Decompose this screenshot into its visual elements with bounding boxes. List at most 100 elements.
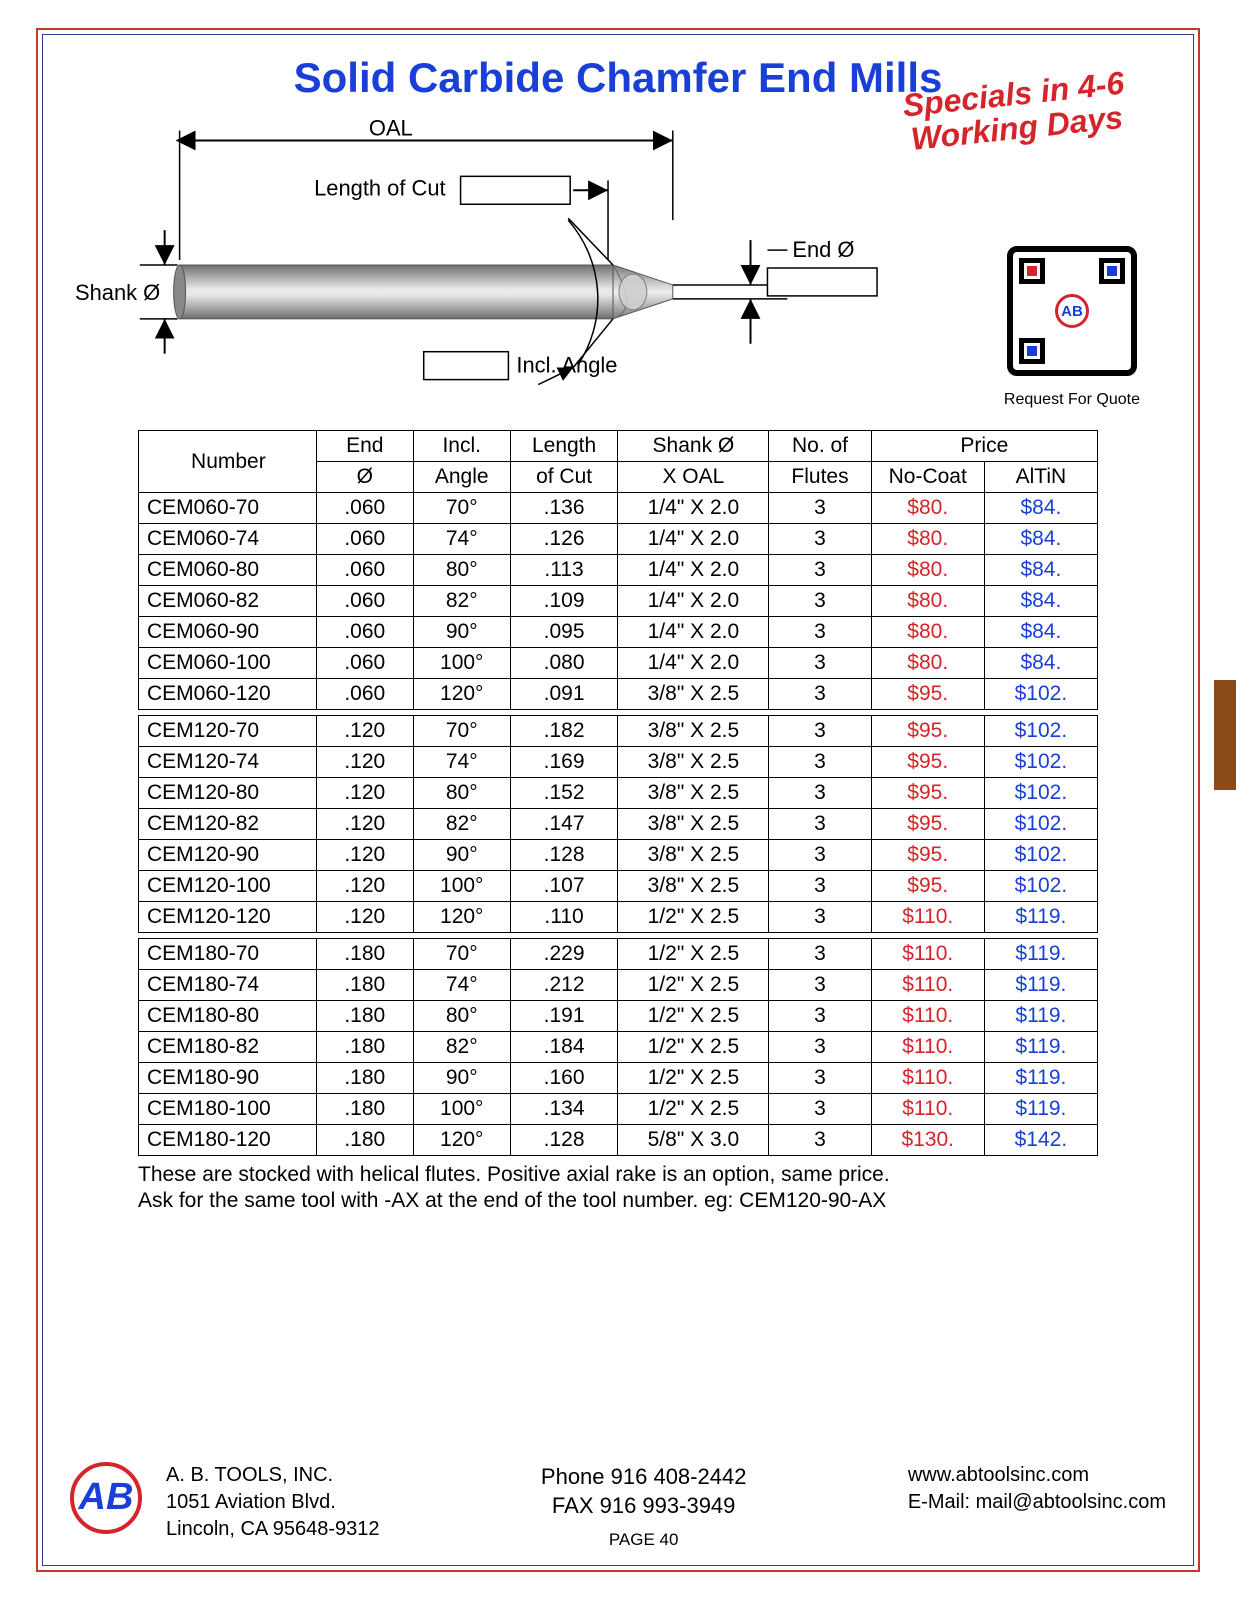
cell-flutes: 3 — [769, 524, 871, 555]
spec-table: Number End Incl. Length Shank Ø No. of P… — [138, 430, 1098, 1156]
cell-incl: 74° — [413, 970, 510, 1001]
th-end-top: End — [316, 431, 413, 462]
cell-number: CEM060-100 — [139, 648, 317, 679]
cell-altin: $119. — [984, 902, 1097, 933]
cell-end: .180 — [316, 1032, 413, 1063]
table-row: CEM120-70.12070°.1823/8" X 2.53$95.$102. — [139, 716, 1098, 747]
table-row: CEM180-80.18080°.1911/2" X 2.53$110.$119… — [139, 1001, 1098, 1032]
cell-end: .060 — [316, 524, 413, 555]
cell-number: CEM120-90 — [139, 840, 317, 871]
th-end-bot: Ø — [316, 462, 413, 493]
label-oal: OAL — [369, 115, 413, 140]
cell-shank: 1/2" X 2.5 — [618, 1063, 769, 1094]
cell-shank: 1/4" X 2.0 — [618, 493, 769, 524]
cell-nocoat: $110. — [871, 902, 984, 933]
cell-loc: .128 — [510, 840, 618, 871]
table-row: CEM180-74.18074°.2121/2" X 2.53$110.$119… — [139, 970, 1098, 1001]
cell-shank: 1/2" X 2.5 — [618, 939, 769, 970]
cell-altin: $119. — [984, 1094, 1097, 1125]
cell-number: CEM180-100 — [139, 1094, 317, 1125]
cell-shank: 3/8" X 2.5 — [618, 778, 769, 809]
company-name: A. B. TOOLS, INC. — [166, 1464, 333, 1486]
cell-loc: .184 — [510, 1032, 618, 1063]
cell-end: .060 — [316, 679, 413, 710]
cell-end: .060 — [316, 586, 413, 617]
cell-flutes: 3 — [769, 586, 871, 617]
cell-end: .120 — [316, 778, 413, 809]
note-line2: Ask for the same tool with -AX at the en… — [138, 1189, 886, 1212]
cell-incl: 90° — [413, 1063, 510, 1094]
th-loc-bot: of Cut — [510, 462, 618, 493]
cell-incl: 120° — [413, 679, 510, 710]
cell-altin: $84. — [984, 617, 1097, 648]
cell-loc: .091 — [510, 679, 618, 710]
cell-flutes: 3 — [769, 716, 871, 747]
cell-incl: 82° — [413, 1032, 510, 1063]
cell-nocoat: $110. — [871, 1094, 984, 1125]
cell-loc: .212 — [510, 970, 618, 1001]
cell-shank: 1/2" X 2.5 — [618, 970, 769, 1001]
cell-flutes: 3 — [769, 1094, 871, 1125]
cell-incl: 70° — [413, 716, 510, 747]
cell-flutes: 3 — [769, 1125, 871, 1156]
cell-incl: 74° — [413, 747, 510, 778]
cell-altin: $119. — [984, 1063, 1097, 1094]
cell-altin: $84. — [984, 493, 1097, 524]
table-row: CEM120-80.12080°.1523/8" X 2.53$95.$102. — [139, 778, 1098, 809]
website: www.abtoolsinc.com — [908, 1464, 1089, 1486]
th-shank-bot: X OAL — [618, 462, 769, 493]
cell-number: CEM060-70 — [139, 493, 317, 524]
cell-loc: .182 — [510, 716, 618, 747]
cell-end: .060 — [316, 648, 413, 679]
cell-number: CEM060-82 — [139, 586, 317, 617]
cell-shank: 1/4" X 2.0 — [618, 555, 769, 586]
cell-end: .120 — [316, 747, 413, 778]
label-incl: Incl. Angle — [516, 353, 617, 378]
table-row: CEM120-90.12090°.1283/8" X 2.53$95.$102. — [139, 840, 1098, 871]
cell-altin: $119. — [984, 970, 1097, 1001]
cell-nocoat: $130. — [871, 1125, 984, 1156]
footer-phone: Phone 916 408-2442 FAX 916 993-3949 PAGE… — [541, 1462, 747, 1552]
cell-incl: 90° — [413, 617, 510, 648]
cell-number: CEM060-80 — [139, 555, 317, 586]
cell-altin: $102. — [984, 809, 1097, 840]
cell-loc: .095 — [510, 617, 618, 648]
table-row: CEM060-70.06070°.1361/4" X 2.03$80.$84. — [139, 493, 1098, 524]
cell-flutes: 3 — [769, 648, 871, 679]
footnote: These are stocked with helical flutes. P… — [138, 1162, 1098, 1215]
cell-altin: $84. — [984, 555, 1097, 586]
cell-number: CEM060-120 — [139, 679, 317, 710]
cell-flutes: 3 — [769, 970, 871, 1001]
cell-nocoat: $95. — [871, 840, 984, 871]
cell-nocoat: $80. — [871, 493, 984, 524]
cell-loc: .160 — [510, 1063, 618, 1094]
fax: FAX 916 993-3949 — [552, 1493, 735, 1518]
cell-flutes: 3 — [769, 939, 871, 970]
cell-altin: $102. — [984, 840, 1097, 871]
cell-end: .060 — [316, 617, 413, 648]
company-logo-icon: AB — [70, 1462, 142, 1534]
cell-shank: 1/4" X 2.0 — [618, 648, 769, 679]
cell-flutes: 3 — [769, 493, 871, 524]
qr-caption: Request For Quote — [1004, 391, 1140, 409]
cell-altin: $102. — [984, 679, 1097, 710]
cell-nocoat: $110. — [871, 970, 984, 1001]
cell-incl: 100° — [413, 871, 510, 902]
cell-loc: .128 — [510, 1125, 618, 1156]
cell-incl: 80° — [413, 555, 510, 586]
cell-shank: 3/8" X 2.5 — [618, 809, 769, 840]
cell-number: CEM180-82 — [139, 1032, 317, 1063]
cell-flutes: 3 — [769, 617, 871, 648]
cell-altin: $119. — [984, 939, 1097, 970]
qr-code[interactable]: AB — [1007, 246, 1137, 376]
table-row: CEM120-120.120120°.1101/2" X 2.53$110.$1… — [139, 902, 1098, 933]
cell-loc: .147 — [510, 809, 618, 840]
cell-end: .180 — [316, 1001, 413, 1032]
logo-text: AB — [79, 1476, 134, 1519]
table-row: CEM120-74.12074°.1693/8" X 2.53$95.$102. — [139, 747, 1098, 778]
cell-shank: 1/4" X 2.0 — [618, 524, 769, 555]
note-line1: These are stocked with helical flutes. P… — [138, 1163, 890, 1186]
th-altin: AlTiN — [984, 462, 1097, 493]
table-row: CEM180-120.180120°.1285/8" X 3.03$130.$1… — [139, 1125, 1098, 1156]
page-number: PAGE 40 — [541, 1529, 747, 1552]
